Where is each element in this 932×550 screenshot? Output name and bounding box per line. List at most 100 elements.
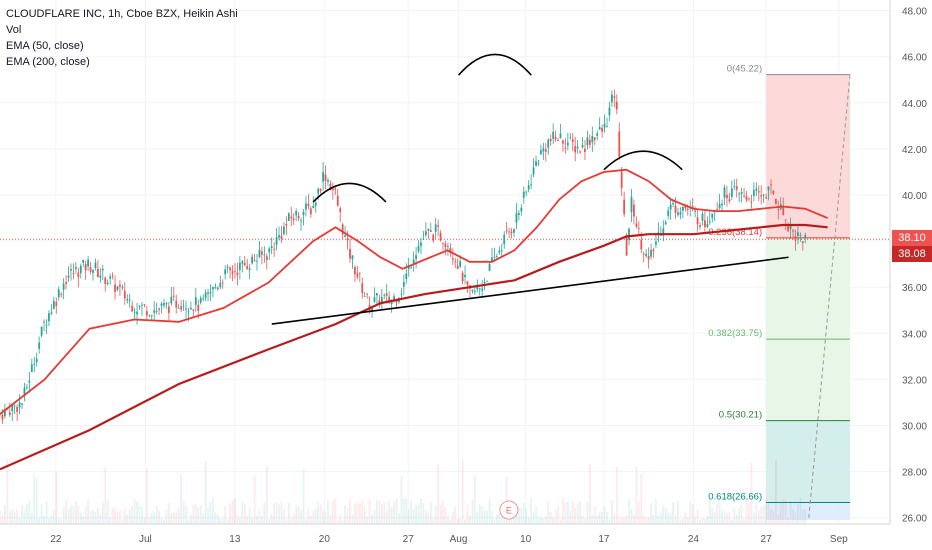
candle-body: [618, 131, 621, 157]
ema-lines: [0, 168, 828, 471]
volume-bar: [730, 519, 733, 524]
candle-body: [207, 292, 209, 294]
volume-bar: [275, 502, 278, 524]
y-tick-label: 40.00: [902, 191, 927, 202]
volume-bar: [559, 519, 562, 524]
volume-bar: [402, 498, 405, 524]
candle-body: [730, 188, 733, 197]
candle-body: [128, 299, 131, 301]
volume-bar: [640, 474, 643, 524]
volume-bar: [136, 501, 138, 524]
volume-bar: [126, 514, 129, 524]
candle-body: [74, 267, 77, 269]
candle-body: [579, 151, 581, 153]
y-tick-label: 46.00: [902, 53, 927, 64]
fib-level-label: 0.618(26.66): [708, 491, 762, 502]
candle-body: [566, 142, 569, 146]
candle-body: [424, 231, 427, 235]
candle-body: [219, 282, 222, 288]
candle-body: [246, 265, 249, 270]
volume-bar: [417, 504, 420, 524]
volume-bar: [762, 504, 765, 524]
candle-body: [26, 386, 28, 388]
volume-bar: [726, 513, 728, 524]
volume-bar: [3, 505, 6, 524]
volume-bar: [354, 503, 356, 524]
volume-bar: [33, 474, 36, 524]
volume-bar: [185, 505, 187, 524]
legend-symbol[interactable]: CLOUDFLARE INC, 1h, Cboe BZX, Heikin Ash…: [6, 8, 238, 20]
volume-bar: [238, 517, 241, 524]
candle-body: [305, 203, 307, 210]
candle-body: [35, 358, 38, 363]
volume-bar: [341, 519, 344, 524]
candle-body: [569, 137, 572, 139]
volume-bar: [128, 509, 131, 524]
candle-body: [593, 137, 596, 140]
candle-body: [706, 224, 709, 228]
volume-bar: [312, 510, 315, 524]
candle-body: [77, 272, 80, 278]
candle-body: [136, 311, 138, 315]
volume-bar: [214, 512, 217, 524]
volume-bar: [67, 509, 70, 524]
volume-bar: [681, 518, 684, 524]
candle-body: [268, 248, 271, 253]
candle-body: [1, 415, 4, 420]
volume-bar: [774, 459, 777, 524]
volume-bar: [466, 505, 469, 524]
volume-bar: [207, 507, 209, 524]
legend-volume[interactable]: Vol: [6, 24, 22, 36]
volume-bar: [194, 504, 197, 524]
volume-bar: [13, 512, 16, 524]
volume-bar: [706, 515, 709, 524]
candle-body: [111, 275, 114, 277]
volume-bar: [586, 502, 589, 524]
x-tick-label: Aug: [450, 534, 468, 545]
candle-body: [655, 241, 657, 245]
candle-body: [302, 211, 305, 216]
volume-bar: [84, 506, 87, 524]
volume-bar: [410, 500, 413, 524]
volume-bar: [373, 509, 376, 524]
volume-bar: [483, 510, 486, 524]
candle-body: [87, 259, 90, 267]
candle-body: [393, 296, 395, 301]
candle-body: [752, 190, 755, 196]
volume-bar: [0, 510, 1, 524]
volume-bar: [801, 509, 804, 524]
volume-bar: [6, 459, 9, 524]
x-tick-label: 17: [598, 534, 610, 545]
volume-bar: [307, 508, 310, 524]
candle-body: [57, 289, 60, 298]
candle-body: [295, 210, 298, 216]
volume-bar: [331, 501, 334, 524]
candle-body: [187, 310, 190, 312]
volume-bar: [219, 518, 222, 524]
candle-body: [454, 260, 457, 262]
candle-body: [256, 260, 258, 262]
candle-body: [495, 256, 498, 258]
volume-bar: [62, 508, 65, 524]
volume-bar: [141, 506, 143, 524]
volume-bar: [713, 512, 716, 524]
legend-ema50[interactable]: EMA (50, close): [6, 40, 84, 52]
candle-body: [212, 287, 214, 290]
candle-body: [351, 255, 354, 260]
volume-bar: [562, 498, 564, 524]
volume-bar: [684, 512, 687, 524]
volume-bar: [677, 501, 679, 524]
legend-ema200[interactable]: EMA (200, close): [6, 56, 90, 68]
volume-bar: [106, 499, 109, 524]
candle-body: [603, 123, 606, 128]
candle-body: [101, 268, 104, 271]
volume-bar: [439, 504, 442, 524]
volume-bar: [165, 510, 168, 524]
candle-body: [327, 180, 329, 182]
candle-body: [740, 192, 743, 194]
volume-bar: [750, 462, 753, 524]
volume-bar: [356, 502, 359, 524]
candle-body: [148, 315, 151, 317]
volume-bar: [104, 467, 107, 524]
